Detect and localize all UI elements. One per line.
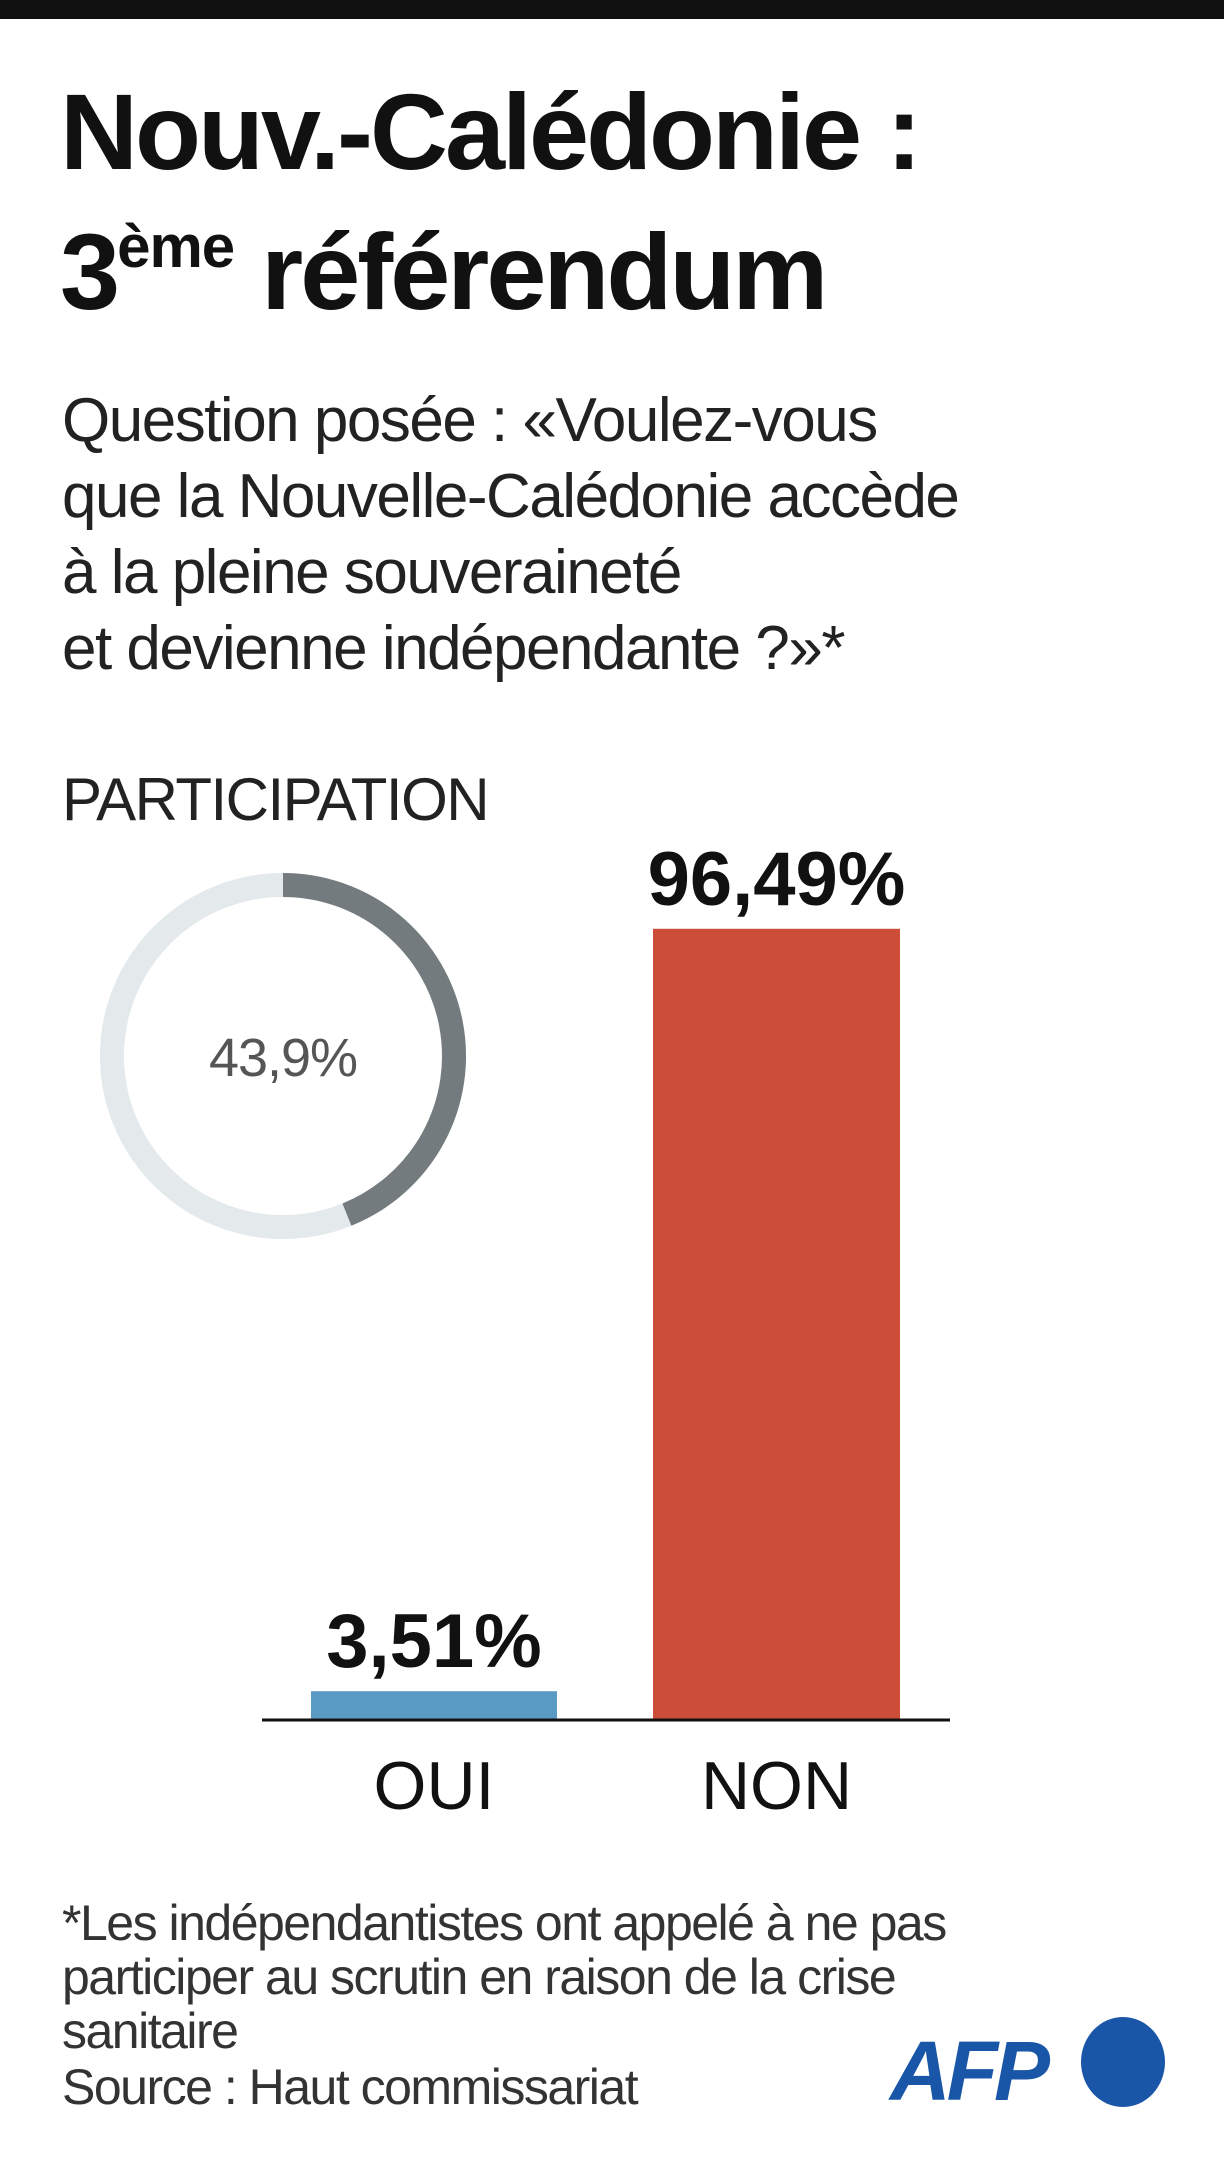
question-line: que la Nouvelle-Calédonie accède bbox=[62, 462, 960, 531]
question-line: à la pleine souveraineté bbox=[62, 538, 682, 607]
bar-oui bbox=[311, 1691, 557, 1720]
afp-logo: AFP bbox=[888, 2017, 1165, 2118]
source: Source : Haut commissariat bbox=[62, 2059, 639, 2115]
title-line-2: 3ème référendum bbox=[60, 217, 828, 326]
participation-ring-arc bbox=[282, 873, 466, 1226]
participation-label: PARTICIPATION bbox=[62, 766, 490, 833]
afp-logo-text: AFP bbox=[888, 2024, 1051, 2118]
title-superscript: ème bbox=[117, 213, 235, 280]
top-rule bbox=[0, 0, 1224, 19]
value-label-non: 96,49% bbox=[648, 837, 906, 922]
bar-non bbox=[653, 928, 900, 1720]
question-line: Question posée : «Voulez-vous bbox=[62, 386, 878, 455]
footnote-line: participer au scrutin en raison de la cr… bbox=[62, 1949, 897, 2005]
participation-value: 43,9% bbox=[209, 1028, 357, 1088]
footnote-line: *Les indépendantistes ont appelé à ne pa… bbox=[62, 1895, 947, 1951]
value-label-oui: 3,51% bbox=[326, 1599, 542, 1684]
title-line-1: Nouv.-Calédonie : bbox=[60, 71, 922, 192]
footnote-line: sanitaire bbox=[62, 2003, 239, 2059]
question-line: et devienne indépendante ?»* bbox=[62, 614, 845, 683]
afp-logo-dot bbox=[1081, 2017, 1165, 2107]
category-label-oui: OUI bbox=[374, 1748, 495, 1824]
title-rest: référendum bbox=[234, 211, 828, 332]
category-label-non: NON bbox=[701, 1748, 852, 1824]
title-number: 3 bbox=[60, 211, 120, 332]
